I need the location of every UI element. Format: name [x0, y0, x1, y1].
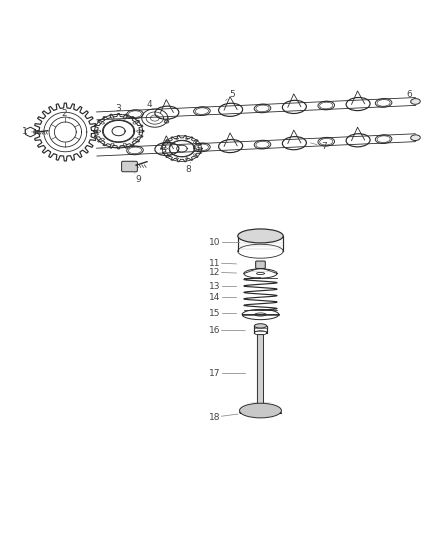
Ellipse shape: [411, 135, 420, 141]
Ellipse shape: [240, 403, 282, 418]
Text: 18: 18: [209, 413, 220, 422]
FancyBboxPatch shape: [122, 161, 138, 172]
Text: 12: 12: [209, 268, 220, 277]
Text: 15: 15: [209, 309, 220, 318]
Text: 13: 13: [209, 281, 220, 290]
Text: 3: 3: [116, 104, 121, 113]
Text: 11: 11: [209, 259, 220, 268]
Ellipse shape: [238, 229, 283, 243]
Text: 9: 9: [135, 175, 141, 184]
Text: 16: 16: [209, 326, 220, 335]
Text: 10: 10: [209, 238, 220, 247]
Text: 7: 7: [321, 142, 327, 151]
Text: 6: 6: [406, 91, 412, 100]
Text: 17: 17: [209, 369, 220, 378]
Text: 4: 4: [146, 100, 152, 109]
Text: 14: 14: [209, 293, 220, 302]
FancyBboxPatch shape: [258, 335, 264, 408]
Ellipse shape: [254, 324, 267, 328]
Ellipse shape: [164, 120, 169, 123]
Ellipse shape: [411, 99, 420, 104]
Text: 1: 1: [22, 127, 28, 136]
Text: 5: 5: [229, 90, 235, 99]
FancyBboxPatch shape: [256, 261, 265, 269]
Text: 8: 8: [186, 165, 191, 174]
Text: 2: 2: [61, 109, 67, 118]
